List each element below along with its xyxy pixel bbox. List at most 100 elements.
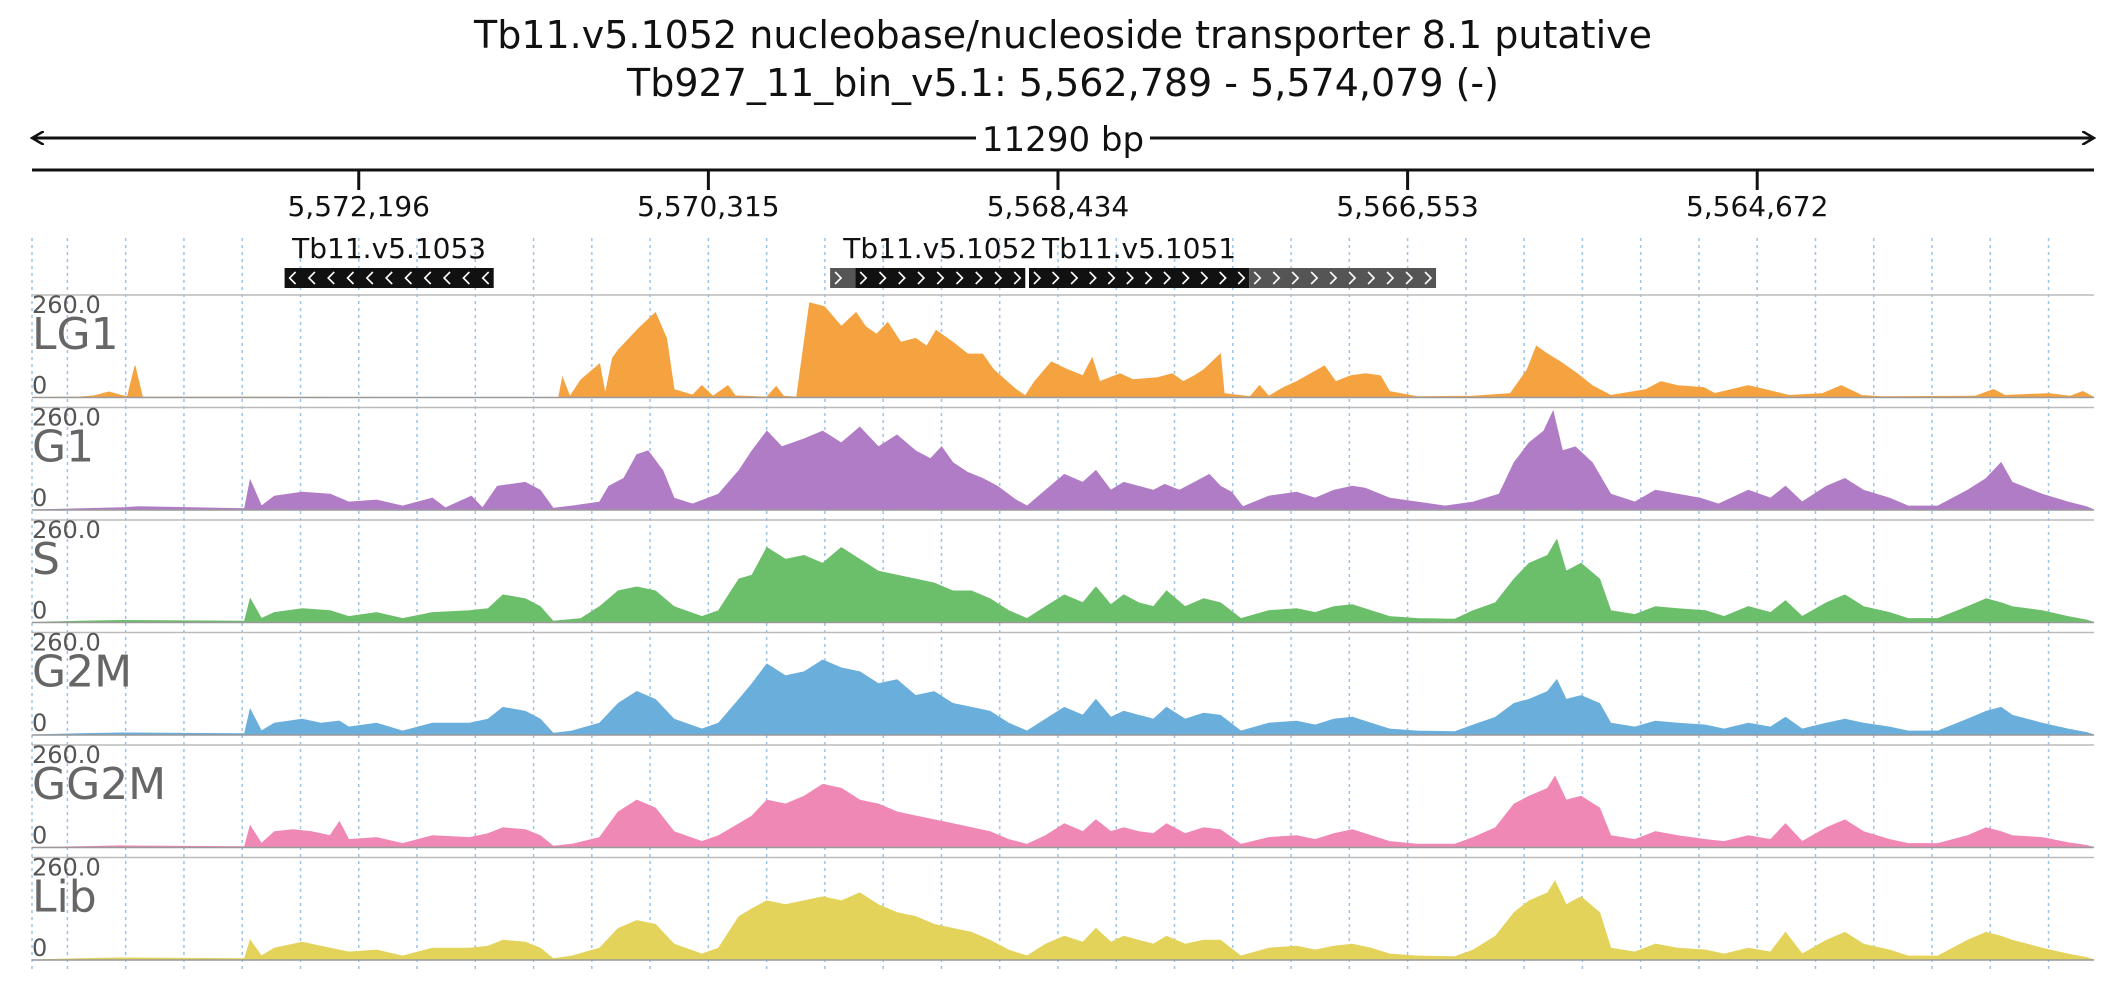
strand-arrow (481, 271, 490, 285)
track-name: G1 (32, 422, 94, 473)
strand-arrow (1310, 271, 1319, 285)
y-min-label: 0 (32, 597, 47, 625)
x-tick-label: 5,566,553 (1336, 190, 1479, 223)
strand-arrow (442, 271, 451, 285)
y-max-label: 260.0 (32, 404, 101, 432)
strand-arrow (307, 271, 316, 285)
chart-title: Tb11.v5.1052 nucleobase/nucleoside trans… (473, 13, 1652, 57)
track-gg2m: 260.0 0 GG2M (31, 741, 2095, 850)
y-min-label: 0 (32, 372, 47, 400)
strand-arrow (1051, 271, 1060, 285)
gene-feature (1249, 268, 1437, 288)
coverage-area (31, 880, 2095, 961)
track-name: S (32, 534, 60, 585)
gene-label: Tb11.v5.1053 (291, 232, 486, 265)
strand-arrow (1367, 271, 1376, 285)
coverage-area (31, 775, 2095, 848)
strand-arrow (859, 271, 868, 285)
track-name: G2M (32, 647, 132, 698)
strand-arrow (1253, 271, 1262, 285)
span-ruler: 11290 bp (32, 120, 2094, 160)
strand-arrow (975, 271, 983, 285)
strand-arrow (1405, 271, 1414, 285)
strand-arrow (936, 271, 945, 285)
chart-subtitle: Tb927_11_bin_v5.1: 5,562,789 - 5,574,079… (626, 61, 1499, 105)
y-min-label: 0 (32, 822, 47, 850)
strand-arrow (1107, 271, 1116, 285)
strand-arrow (1386, 271, 1395, 285)
strand-arrow (327, 271, 335, 285)
gene-feature: Tb11.v5.1052 (842, 232, 1037, 288)
gene-box (1028, 268, 1250, 288)
strand-arrow (994, 271, 1003, 285)
track-lg1: 260.0 0 LG1 (31, 291, 2095, 400)
vertical-gridlines (31, 238, 2050, 970)
strand-arrow (1033, 271, 1042, 285)
track-name: GG2M (32, 759, 166, 810)
gene-feature: Tb11.v5.1053 (284, 232, 494, 288)
strand-arrow (423, 271, 432, 285)
gene-label: Tb11.v5.1052 (842, 232, 1037, 265)
x-tick-label: 5,570,315 (637, 190, 780, 223)
strand-arrow (917, 271, 926, 285)
strand-arrow (1089, 271, 1097, 285)
strand-arrow (1181, 271, 1190, 285)
strand-arrow (1329, 271, 1338, 285)
gene-box (830, 268, 856, 288)
strand-arrow (1237, 271, 1246, 285)
coverage-area (31, 538, 2095, 623)
x-tick-label: 5,564,672 (1686, 190, 1829, 223)
y-max-label: 260.0 (32, 291, 101, 319)
coverage-area (31, 659, 2095, 736)
y-min-label: 0 (32, 934, 47, 962)
coverage-area (31, 302, 2095, 398)
strand-arrow (385, 271, 393, 285)
coverage-tracks: 260.00LG1260.00G1260.00S260.00G2M260.00G… (31, 291, 2095, 962)
track-s: 260.0 0 S (31, 516, 2095, 625)
strand-arrow (462, 271, 470, 285)
strand-arrow (365, 271, 374, 285)
gene-box (855, 268, 1026, 288)
strand-arrow (955, 271, 964, 285)
x-tick-label: 5,572,196 (287, 190, 430, 223)
track-lib: 260.0 0 Lib (31, 854, 2095, 962)
strand-arrow (404, 271, 413, 285)
track-name: Lib (32, 872, 97, 923)
gene-label: Tb11.v5.1051 (1041, 232, 1236, 265)
x-axis-ticks: 5,572,196 5,570,315 5,568,434 5,566,553 5,56… (287, 170, 1828, 223)
strand-arrow (1348, 271, 1357, 285)
gene-box (1249, 268, 1437, 288)
strand-arrow (898, 271, 906, 285)
strand-arrow (346, 271, 355, 285)
y-max-label: 260.0 (32, 741, 101, 769)
gene-feature (830, 268, 856, 288)
gene-box (284, 268, 494, 288)
strand-arrow (1200, 271, 1209, 285)
strand-arrow (1144, 271, 1153, 285)
strand-arrow (1272, 271, 1281, 285)
coverage-area (31, 409, 2095, 511)
track-name: LG1 (32, 309, 119, 360)
strand-arrow (1291, 271, 1300, 285)
strand-arrow (834, 271, 843, 285)
strand-arrow (1163, 271, 1172, 285)
y-max-label: 260.0 (32, 516, 101, 544)
strand-arrow (1070, 271, 1079, 285)
gene-feature: Tb11.v5.1051 (1028, 232, 1250, 288)
track-g2m: 260.0 0 G2M (31, 629, 2095, 737)
strand-arrow (1219, 271, 1227, 285)
gene-annotation-track: Tb11.v5.1053 Tb11.v5.1052 Tb11.v5.1051 (284, 232, 1437, 288)
y-max-label: 260.0 (32, 854, 101, 882)
strand-arrow (288, 271, 297, 285)
strand-arrow (1013, 271, 1022, 285)
y-min-label: 0 (32, 484, 47, 512)
y-min-label: 0 (32, 709, 47, 737)
span-label: 11290 bp (982, 120, 1144, 160)
strand-arrow (1424, 271, 1433, 285)
track-g1: 260.0 0 G1 (31, 404, 2095, 512)
strand-arrow (1126, 271, 1134, 285)
strand-arrow (878, 271, 887, 285)
y-max-label: 260.0 (32, 629, 101, 657)
x-tick-label: 5,568,434 (987, 190, 1130, 223)
